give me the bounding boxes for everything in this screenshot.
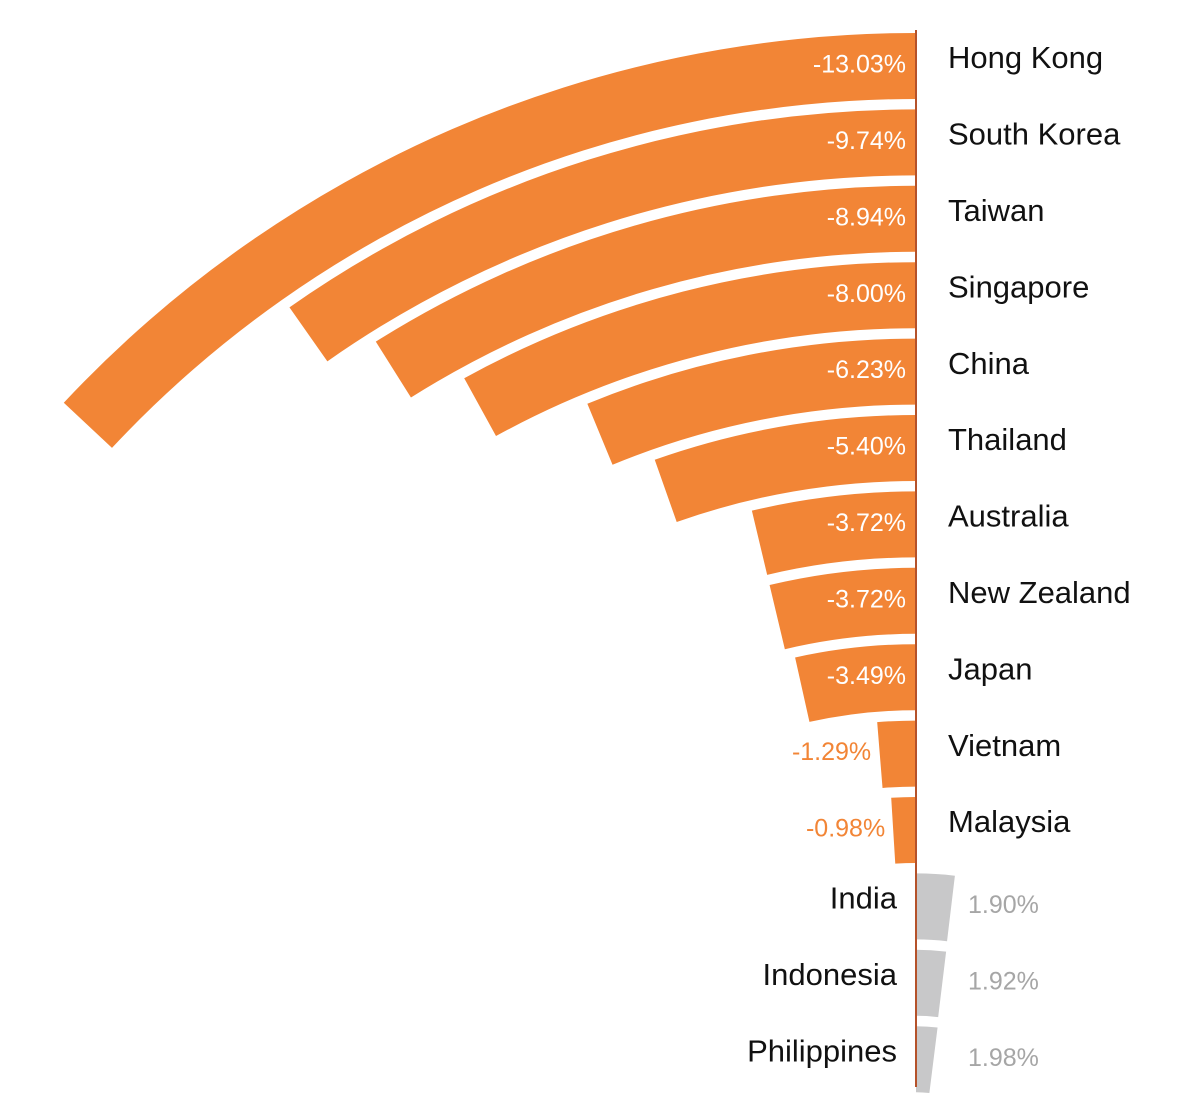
category-label: China — [948, 346, 1030, 381]
category-label: Thailand — [948, 422, 1067, 457]
value-label: -3.72% — [827, 585, 906, 613]
bar — [289, 109, 916, 362]
category-label: New Zealand — [948, 575, 1131, 610]
bar — [769, 567, 916, 650]
value-label: -3.49% — [827, 662, 906, 690]
category-label: Philippines — [747, 1033, 897, 1068]
category-label: Indonesia — [763, 957, 898, 992]
value-label: 1.90% — [968, 891, 1039, 919]
bar — [751, 491, 916, 575]
category-label: Malaysia — [948, 804, 1071, 839]
bar — [375, 185, 916, 398]
category-label: South Korea — [948, 117, 1121, 152]
bar — [654, 415, 916, 522]
bar — [916, 949, 947, 1018]
value-label: -0.98% — [806, 815, 885, 843]
value-label: -9.74% — [827, 127, 906, 155]
value-label: 1.98% — [968, 1044, 1039, 1072]
bar — [587, 338, 916, 465]
value-label: -1.29% — [792, 738, 871, 766]
bar — [464, 262, 916, 437]
bar — [63, 33, 916, 448]
category-label: Australia — [948, 499, 1069, 534]
value-label: 1.92% — [968, 967, 1039, 995]
category-label: Hong Kong — [948, 40, 1103, 75]
category-label: Taiwan — [948, 193, 1045, 228]
value-label: -6.23% — [827, 356, 906, 384]
category-label: India — [830, 881, 898, 916]
bar — [916, 1026, 938, 1094]
value-label: -13.03% — [813, 51, 906, 79]
bar — [891, 797, 916, 864]
bar — [795, 644, 916, 722]
value-label: -8.94% — [827, 203, 906, 231]
category-label: Japan — [948, 651, 1032, 686]
bar — [877, 720, 916, 788]
value-label: -5.40% — [827, 433, 906, 461]
value-label: -3.72% — [827, 509, 906, 537]
bar — [916, 873, 955, 942]
category-label: Singapore — [948, 269, 1089, 304]
value-label: -8.00% — [827, 280, 906, 308]
category-label: Vietnam — [948, 728, 1061, 763]
bars — [63, 33, 955, 1094]
